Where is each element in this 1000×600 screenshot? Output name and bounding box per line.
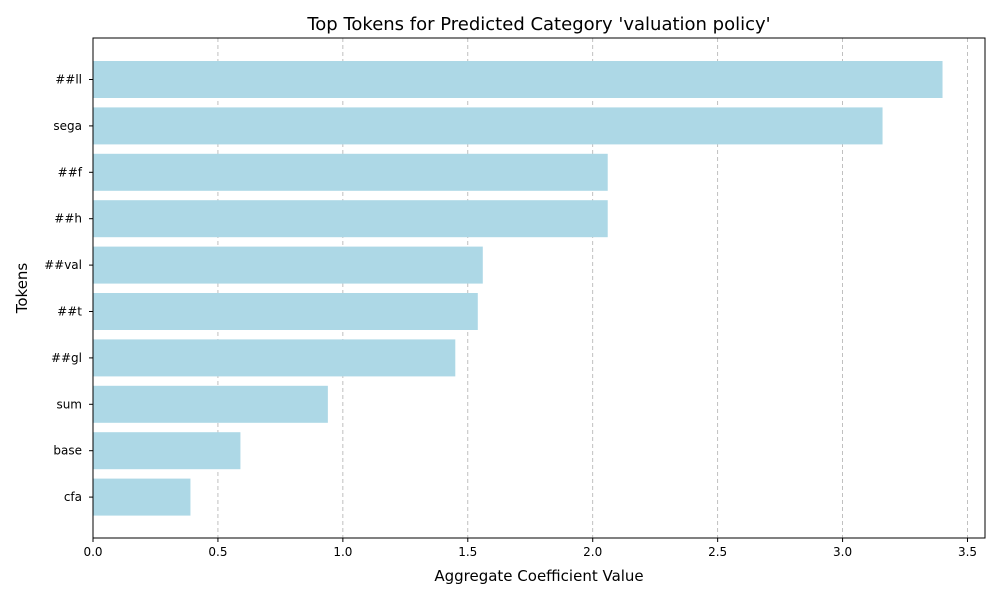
y-axis-ticks: ##ll sega ##f ##h ##val ##t ##gl sum base cfa — [44, 73, 93, 504]
y-tick-label: ##gl — [51, 351, 82, 365]
y-tick-label: base — [53, 444, 82, 458]
bar — [93, 478, 191, 516]
y-tick-label: ##t — [57, 305, 82, 319]
y-tick-label: ##f — [58, 165, 83, 179]
x-tick-label: 2.5 — [708, 545, 727, 559]
bar — [93, 293, 478, 330]
y-tick-label: ##ll — [55, 73, 82, 87]
x-tick-label: 3.0 — [833, 545, 852, 559]
bar — [93, 200, 608, 238]
bar — [93, 61, 943, 98]
bar — [93, 153, 608, 191]
x-axis-title: Aggregate Coefficient Value — [434, 567, 643, 585]
plot-frame — [92, 37, 986, 539]
y-tick-label: ##val — [44, 258, 82, 272]
y-axis-title: Tokens — [13, 263, 31, 315]
bar — [93, 246, 483, 284]
y-tick-label: sega — [53, 119, 82, 133]
x-tick-label: 3.5 — [958, 545, 977, 559]
x-axis-ticks: 0.0 0.5 1.0 1.5 2.0 2.5 3.0 3.5 — [83, 538, 977, 559]
x-tick-label: 2.0 — [583, 545, 602, 559]
bar — [93, 432, 241, 470]
bar — [93, 107, 883, 145]
x-tick-label: 0.0 — [83, 545, 102, 559]
bar — [93, 339, 456, 377]
x-tick-label: 1.0 — [333, 545, 352, 559]
x-tick-label: 0.5 — [208, 545, 227, 559]
y-tick-label: ##h — [54, 212, 82, 226]
x-tick-label: 1.5 — [458, 545, 477, 559]
bar — [93, 385, 328, 423]
chart-title: Top Tokens for Predicted Category 'valua… — [306, 14, 770, 35]
bars — [93, 61, 943, 516]
y-tick-label: sum — [56, 397, 82, 411]
y-tick-label: cfa — [64, 490, 82, 504]
